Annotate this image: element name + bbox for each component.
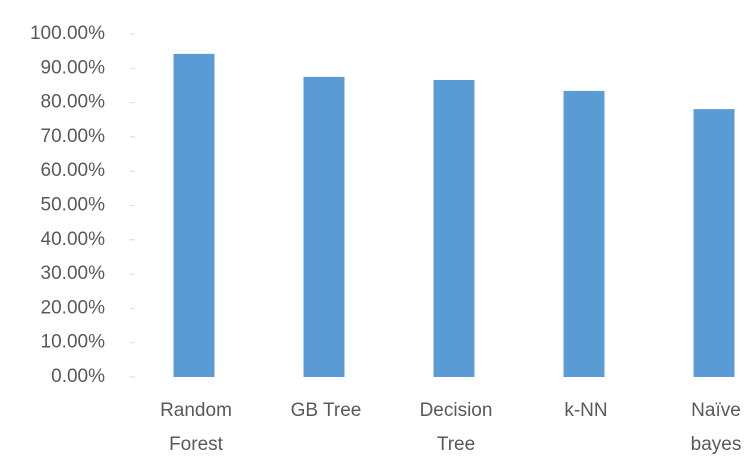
x-tick-label: Decision Tree <box>420 400 493 455</box>
x-tick-label: Naïve bayes <box>691 400 742 455</box>
bar <box>563 90 605 378</box>
y-tick-label: 70.00% <box>41 126 106 147</box>
y-tick-label: 50.00% <box>41 195 106 216</box>
x-tick-label: k-NN <box>564 400 607 421</box>
y-tick-label: 30.00% <box>41 263 106 284</box>
y-tick-label: 80.00% <box>41 92 106 113</box>
bar <box>433 79 475 377</box>
x-tick-label: Random Forest <box>160 400 232 455</box>
y-tick-label: 20.00% <box>41 297 106 318</box>
y-tick-label: 90.00% <box>41 57 106 78</box>
y-tick-label: 40.00% <box>41 229 106 250</box>
bar <box>303 76 345 377</box>
x-tick-label: GB Tree <box>291 400 362 421</box>
y-tick-label: 0.00% <box>51 366 105 387</box>
bar <box>173 53 215 377</box>
bar <box>693 109 735 377</box>
y-tick-label: 10.00% <box>41 332 106 353</box>
y-tick-label: 100.00% <box>30 23 105 44</box>
y-tick-label: 60.00% <box>41 160 106 181</box>
